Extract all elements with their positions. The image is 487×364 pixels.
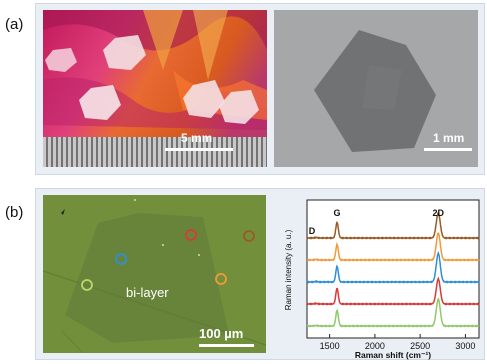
- peak-label: D: [309, 226, 316, 236]
- scale-bar-micrograph: [199, 344, 254, 347]
- hexagon-crystal: [45, 48, 77, 72]
- panel-b-label: (b): [5, 204, 24, 221]
- hexagon-crystal: [103, 35, 146, 70]
- optical-micrograph: [43, 195, 266, 353]
- peak-label: G: [334, 208, 341, 218]
- bilayer-flake: [65, 213, 229, 343]
- hexagon-crystal: [183, 80, 225, 118]
- grey-film-photo: [274, 10, 478, 167]
- hexagon-crystal: [79, 85, 121, 120]
- raman-spectrum-line: [306, 276, 480, 306]
- raman-spectrum-line: [306, 232, 480, 262]
- scale-bar-left: [165, 148, 233, 151]
- raman-measurement-marker: [81, 279, 93, 291]
- x-tick-label: 2500: [410, 341, 430, 351]
- x-tick-label: 2000: [365, 341, 385, 351]
- hexagon-crystal: [219, 90, 259, 124]
- scale-label-micrograph: 100 µm: [199, 326, 244, 341]
- raman-spectrum-line: [306, 297, 480, 328]
- x-tick-label: 3000: [455, 341, 475, 351]
- micrograph-svg: [43, 195, 266, 353]
- raman-measurement-marker: [215, 273, 227, 285]
- grey-film-svg: [274, 10, 478, 167]
- x-tick-label: 1500: [320, 341, 340, 351]
- scale-label-right: 1 mm: [433, 131, 465, 145]
- ruler: [46, 137, 267, 167]
- crystal-photo-svg: [43, 10, 267, 167]
- raman-measurement-marker: [115, 253, 127, 265]
- scale-bar-right: [424, 148, 472, 151]
- scale-label-left: 5 mm: [181, 131, 213, 145]
- raman-spectrum-line: [306, 212, 480, 240]
- crystal-photo: [43, 10, 267, 167]
- raman-measurement-marker: [185, 229, 197, 241]
- raman-spectrum-line: [306, 251, 480, 284]
- chart-plot-area: [306, 199, 480, 339]
- micrograph-label: bi-layer: [126, 285, 169, 300]
- raman-measurement-marker: [243, 230, 255, 242]
- raman-chart: 1500 2000 2500 3000 D G 2D Raman intensity (a…: [284, 199, 480, 360]
- peak-label: 2D: [433, 208, 445, 218]
- panel-a-label: (a): [5, 16, 24, 33]
- chart-xlabel: Raman shift (cm⁻¹): [355, 350, 431, 360]
- chart-ylabel: Raman intensity (a. u.): [284, 229, 293, 310]
